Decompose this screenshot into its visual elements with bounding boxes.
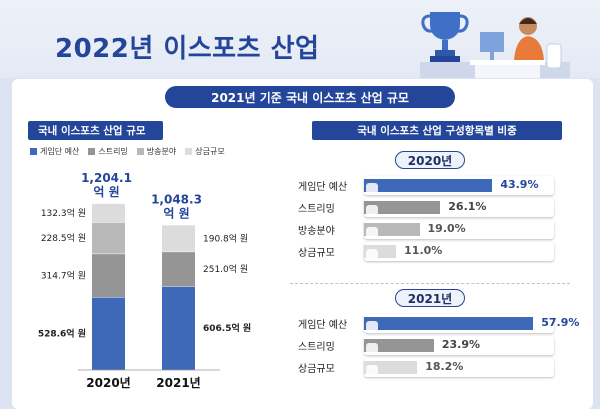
section-divider (290, 283, 570, 284)
year-pill-2021: 2021년 (395, 289, 465, 307)
share-row-label: 상금규모 (298, 364, 335, 375)
header: 2022년 이스포츠 산업 (0, 0, 600, 78)
legend-item-streaming: 스트리밍 (88, 146, 128, 157)
share-value-label: 43.9% (500, 178, 539, 191)
share-bar (364, 361, 418, 376)
share-bar (364, 201, 441, 216)
trophy-gamer-illustration (420, 12, 570, 78)
share-row-label: 방송분야 (298, 226, 335, 237)
segment-value-label: 132.3억 원 (41, 207, 86, 219)
total-label: 1,048.3 (151, 192, 202, 206)
bar-segment (162, 251, 195, 287)
share-bar (364, 339, 434, 354)
subtitle-banner: 2021년 기준 국내 이스포츠 산업 규모 (165, 86, 455, 108)
share-value-label: 11.0% (404, 244, 443, 257)
segment-value-label: 528.6억 원 (38, 328, 86, 340)
bar-segment (92, 253, 125, 298)
right-section-title: 국내 이스포츠 산업 구성항목별 비중 (312, 121, 562, 140)
share-track: 57.9% (364, 314, 579, 333)
total-label: 1,204.1 (81, 171, 132, 185)
segment-value-label: 314.7억 원 (41, 269, 86, 281)
legend-label: 게임단 예산 (40, 147, 80, 156)
category-icon (366, 227, 378, 238)
legend-swatch (30, 148, 37, 155)
legend-item-team-budget: 게임단 예산 (30, 146, 79, 157)
legend-swatch (185, 148, 193, 155)
share-row: 스트리밍 26.1% (298, 198, 560, 218)
segment-value-label: 190.8억 원 (203, 232, 248, 244)
bar-segment (162, 225, 195, 252)
category-icon (366, 321, 378, 332)
share-bar (364, 245, 397, 260)
share-value-label: 23.9% (441, 338, 481, 351)
share-row-label: 게임단 예산 (298, 182, 348, 193)
total-unit-label: 억 원 (93, 185, 119, 199)
bar-segment (92, 203, 125, 223)
category-icon (366, 365, 378, 376)
segment-value-label: 228.5억 원 (41, 232, 86, 244)
legend-swatch (88, 148, 96, 155)
category-icon (366, 183, 378, 194)
legend-item-prize: 상금규모 (185, 146, 225, 157)
share-bar (364, 223, 420, 238)
share-value-label: 18.2% (425, 360, 464, 373)
share-row: 상금규모 11.0% (298, 242, 560, 262)
total-unit-label: 억 원 (163, 206, 189, 220)
share-bar (364, 179, 493, 194)
bar-segment (92, 222, 125, 254)
legend-swatch (136, 148, 144, 155)
bar-segment (162, 286, 195, 370)
share-track: 26.1% (364, 198, 554, 217)
share-track: 11.0% (364, 242, 554, 261)
share-track: 18.2% (364, 358, 554, 377)
share-row-label: 스트리밍 (298, 342, 335, 353)
share-value-label: 57.9% (541, 316, 580, 329)
legend-label: 방송분야 (146, 147, 177, 156)
share-row-label: 게임단 예산 (298, 320, 348, 331)
segment-value-label: 606.5억 원 (203, 322, 251, 334)
legend-label: 스트리밍 (98, 147, 128, 156)
share-track: 23.9% (364, 336, 554, 355)
legend-item-broadcast: 방송분야 (136, 146, 177, 157)
share-row: 상금규모 18.2% (298, 358, 560, 378)
category-label: 2021년 (156, 376, 200, 390)
segment-value-label: 251.0억 원 (203, 263, 248, 275)
share-value-label: 26.1% (448, 200, 487, 213)
share-row-label: 상금규모 (298, 248, 335, 259)
legend-label: 상금규모 (195, 147, 225, 156)
category-icon (366, 343, 378, 354)
share-row: 스트리밍 23.9% (298, 336, 560, 356)
share-row: 게임단 예산 43.9% (298, 176, 560, 196)
category-icon (366, 205, 378, 216)
category-icon (366, 249, 378, 260)
bar-segment (92, 297, 125, 370)
share-row-label: 스트리밍 (298, 204, 335, 215)
page-title: 2022년 이스포츠 산업 (55, 34, 320, 64)
share-track: 19.0% (364, 220, 554, 239)
share-value-label: 19.0% (427, 222, 466, 235)
year-pill-2020: 2020년 (395, 151, 465, 169)
legend: 게임단 예산 스트리밍 방송분야 상금규모 (30, 146, 225, 157)
share-row: 게임단 예산 57.9% (298, 314, 579, 334)
share-row: 방송분야 19.0% (298, 220, 560, 240)
share-bar (364, 317, 534, 332)
category-label: 2020년 (86, 376, 130, 390)
share-track: 43.9% (364, 176, 554, 195)
left-section-title: 국내 이스포츠 산업 규모 (28, 121, 163, 140)
